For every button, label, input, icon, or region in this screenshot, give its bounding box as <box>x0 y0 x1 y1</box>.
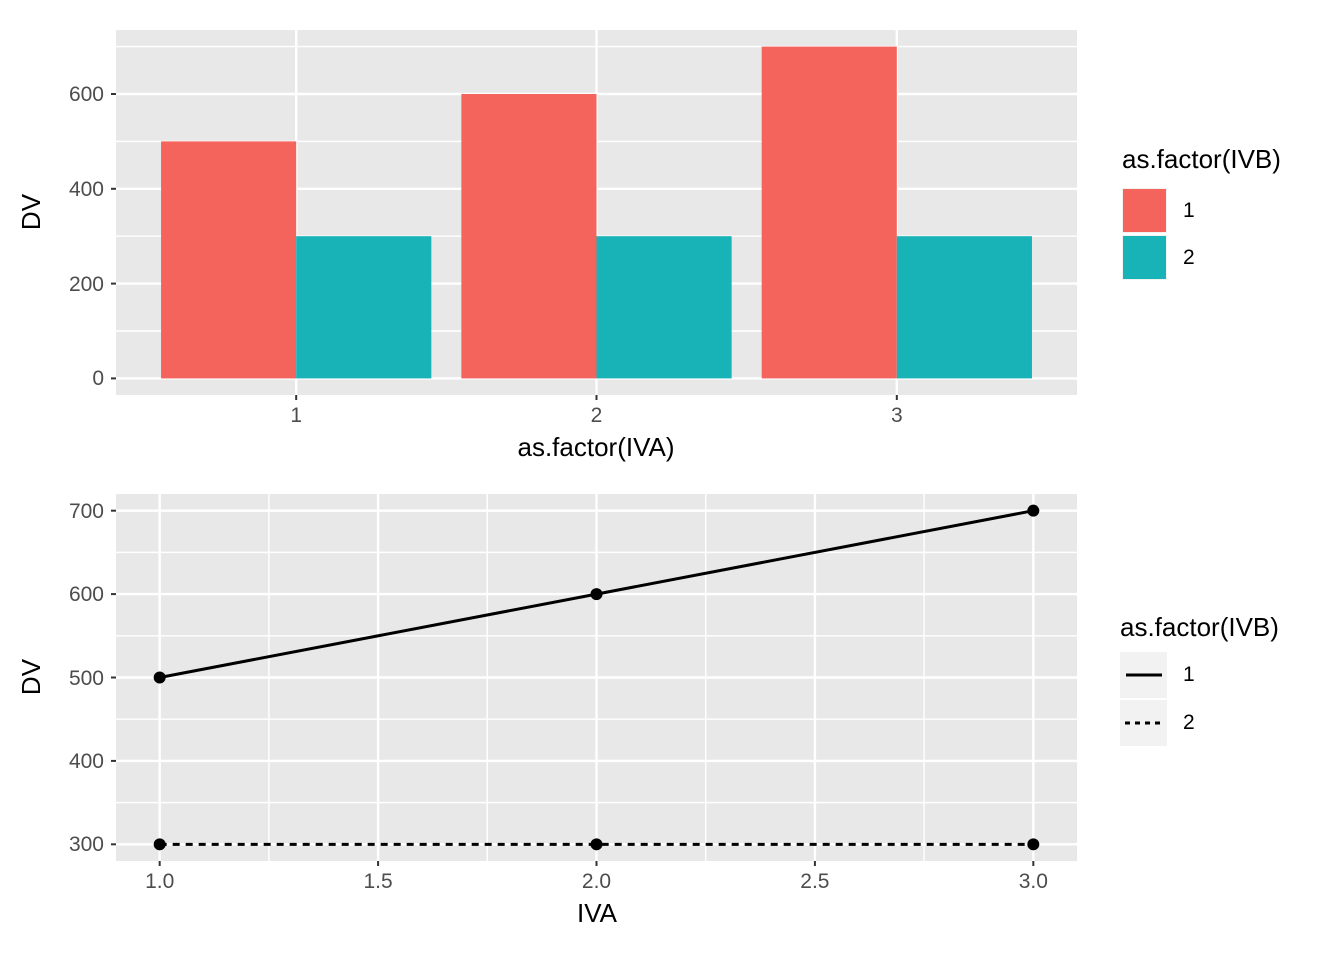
bar-legend-label-2: 2 <box>1183 245 1195 269</box>
solid-line-sample-icon <box>1126 673 1162 677</box>
legend-key <box>1120 700 1167 746</box>
point-iva1-ivb2 <box>153 838 166 851</box>
bar-legend-item-1: 1 <box>1122 188 1281 233</box>
point-iva3-ivb2 <box>1027 838 1040 851</box>
line-chart-x-axis-title: IVA <box>577 898 617 928</box>
point-iva1-ivb1 <box>153 671 166 684</box>
line-legend-item-2: 2 <box>1120 700 1279 746</box>
bar-iva1-ivb1 <box>161 141 297 379</box>
legend-key <box>1120 652 1167 698</box>
point-iva2-ivb2 <box>590 838 603 851</box>
point-iva2-ivb1 <box>590 588 603 601</box>
bar-chart-legend: as.factor(IVB) 1 2 <box>1122 146 1281 282</box>
bar-legend-item-2: 2 <box>1122 235 1281 280</box>
dashed-line-sample-icon <box>1125 721 1163 725</box>
line-legend-label-2: 2 <box>1183 711 1195 734</box>
bar-legend-title: as.factor(IVB) <box>1122 144 1281 174</box>
bar-iva3-ivb2 <box>896 236 1032 379</box>
line-legend-title: as.factor(IVB) <box>1120 612 1279 642</box>
line-legend-item-1: 1 <box>1120 652 1279 698</box>
line-chart-legend: as.factor(IVB) 1 2 <box>1120 614 1279 748</box>
bar-legend-label-1: 1 <box>1183 198 1195 222</box>
legend-key <box>1122 235 1167 280</box>
line-legend-label-1: 1 <box>1183 663 1195 686</box>
series-2-color-swatch-icon <box>1123 236 1166 279</box>
point-iva3-ivb1 <box>1027 504 1040 517</box>
legend-key <box>1122 188 1167 233</box>
bar-chart-y-axis-title: DV <box>16 193 46 231</box>
line-chart-y-axis-title: DV <box>16 658 46 696</box>
series-1-color-swatch-icon <box>1123 189 1166 232</box>
bar-iva2-ivb1 <box>461 93 597 379</box>
bar-chart-x-axis-title: as.factor(IVA) <box>517 432 675 462</box>
bar-iva1-ivb2 <box>296 236 432 379</box>
bar-iva3-ivb1 <box>761 46 897 379</box>
bar-iva2-ivb2 <box>596 236 732 379</box>
